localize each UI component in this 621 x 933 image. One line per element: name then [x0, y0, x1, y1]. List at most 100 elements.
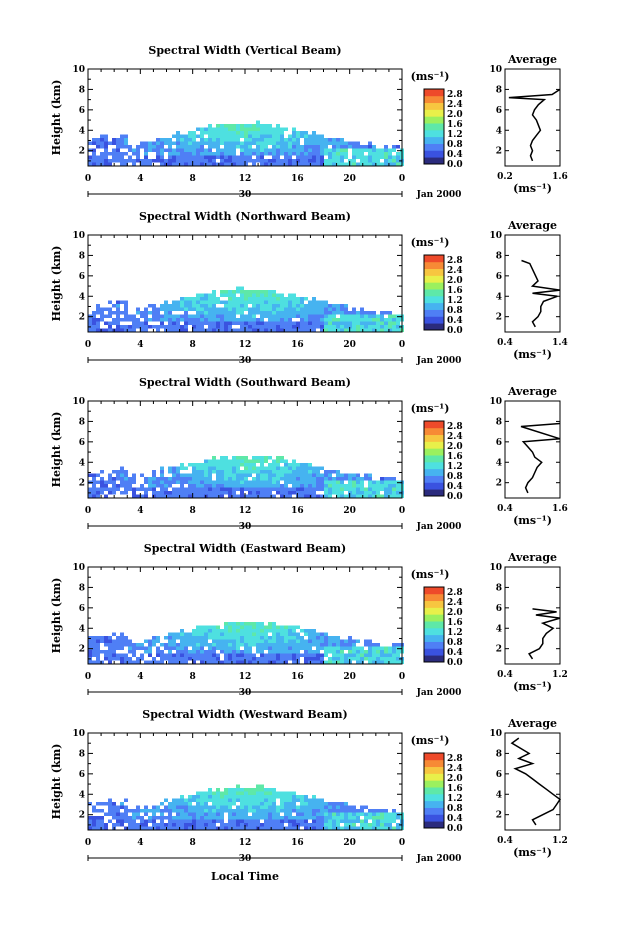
- heatmap-cell: [240, 802, 244, 806]
- heatmap-cell: [268, 622, 272, 626]
- heatmap-cell: [328, 636, 332, 640]
- heatmap-cell: [96, 155, 100, 159]
- heatmap-cell: [100, 826, 104, 830]
- heatmap-cell: [324, 477, 328, 481]
- heatmap-cell: [352, 145, 356, 149]
- heatmap-cell: [244, 636, 248, 640]
- x-tick-label: 4: [137, 672, 143, 682]
- heatmap-cell: [348, 473, 352, 477]
- heatmap-cell: [200, 639, 204, 643]
- heatmap-cell: [212, 809, 216, 813]
- y-axis-label: Height (km): [50, 80, 63, 156]
- heatmap-cell: [328, 321, 332, 325]
- heatmap-cell: [156, 816, 160, 820]
- heatmap-cell: [136, 816, 140, 820]
- heatmap-cell: [196, 625, 200, 629]
- heatmap-cell: [216, 473, 220, 477]
- heatmap-cell: [336, 484, 340, 488]
- heatmap-cell: [252, 141, 256, 145]
- heatmap-cell: [256, 138, 260, 142]
- heatmap-cell: [236, 470, 240, 474]
- heatmap-cell: [396, 823, 400, 827]
- heatmap-cell: [192, 660, 196, 664]
- heatmap-cell: [220, 491, 224, 495]
- heatmap-cell: [88, 162, 92, 166]
- heatmap-cell: [228, 131, 232, 135]
- heatmap-cell: [248, 293, 252, 297]
- heatmap-cell: [336, 138, 340, 142]
- heatmap-cell: [100, 145, 104, 149]
- heatmap-cell: [256, 145, 260, 149]
- heatmap-cell: [336, 805, 340, 809]
- heatmap-cell: [256, 802, 260, 806]
- heatmap-cell: [160, 484, 164, 488]
- heatmap-cell: [240, 650, 244, 654]
- heatmap-cell: [160, 494, 164, 498]
- heatmap-cell: [132, 159, 136, 163]
- heatmap-cell: [100, 141, 104, 145]
- heatmap-cell: [288, 138, 292, 142]
- heatmap-cell: [96, 823, 100, 827]
- heatmap-cell: [248, 625, 252, 629]
- heatmap-cell: [196, 494, 200, 498]
- heatmap-cell: [188, 141, 192, 145]
- heatmap-cell: [320, 307, 324, 311]
- heatmap-cell: [132, 812, 136, 816]
- heatmap-cell: [288, 646, 292, 650]
- heatmap-cell: [328, 328, 332, 332]
- colorbar-swatch: [424, 136, 444, 144]
- heatmap-cell: [380, 152, 384, 156]
- heatmap-cell: [228, 494, 232, 498]
- heatmap-cell: [236, 625, 240, 629]
- heatmap-cell: [280, 300, 284, 304]
- heatmap-cell: [336, 477, 340, 481]
- heatmap-cell: [120, 134, 124, 138]
- heatmap-cell: [352, 487, 356, 491]
- heatmap-cell: [108, 473, 112, 477]
- heatmap-cell: [224, 145, 228, 149]
- heatmap-cell: [256, 470, 260, 474]
- heatmap-cell: [160, 318, 164, 322]
- heatmap-cell: [224, 487, 228, 491]
- heatmap-cell: [120, 470, 124, 474]
- heatmap-cell: [220, 293, 224, 297]
- heatmap-cell: [104, 159, 108, 163]
- heatmap-cell: [368, 477, 372, 481]
- heatmap-cell: [184, 314, 188, 318]
- heatmap-cell: [116, 138, 120, 142]
- heatmap-cell: [344, 141, 348, 145]
- heatmap-cell: [180, 660, 184, 664]
- heatmap-cell: [356, 650, 360, 654]
- heatmap-cell: [124, 819, 128, 823]
- heatmap-cell: [212, 311, 216, 315]
- heatmap-cell: [268, 300, 272, 304]
- heatmap-cell: [316, 494, 320, 498]
- profile-y-tick-label: 6: [496, 106, 502, 116]
- heatmap-cell: [340, 816, 344, 820]
- heatmap-cell: [280, 639, 284, 643]
- heatmap-cell: [268, 646, 272, 650]
- heatmap-cell: [144, 646, 148, 650]
- heatmap-cell: [180, 629, 184, 633]
- heatmap-cell: [232, 290, 236, 294]
- heatmap-cell: [364, 494, 368, 498]
- heatmap-cell: [208, 809, 212, 813]
- heatmap-cell: [212, 805, 216, 809]
- heatmap-cell: [300, 131, 304, 135]
- heatmap-cell: [128, 484, 132, 488]
- heatmap-cell: [188, 795, 192, 799]
- heatmap-cell: [324, 328, 328, 332]
- heatmap-cell: [208, 321, 212, 325]
- heatmap-cell: [200, 328, 204, 332]
- heatmap-cell: [304, 809, 308, 813]
- heatmap-cell: [232, 141, 236, 145]
- heatmap-cell: [108, 325, 112, 329]
- heatmap-cell: [104, 636, 108, 640]
- heatmap-cell: [144, 328, 148, 332]
- y-tick-label: 10: [72, 65, 85, 75]
- heatmap-cell: [144, 491, 148, 495]
- heatmap-cell: [156, 809, 160, 813]
- profile-y-tick-label: 6: [496, 604, 502, 614]
- heatmap-cell: [108, 660, 112, 664]
- heatmap-cell: [380, 487, 384, 491]
